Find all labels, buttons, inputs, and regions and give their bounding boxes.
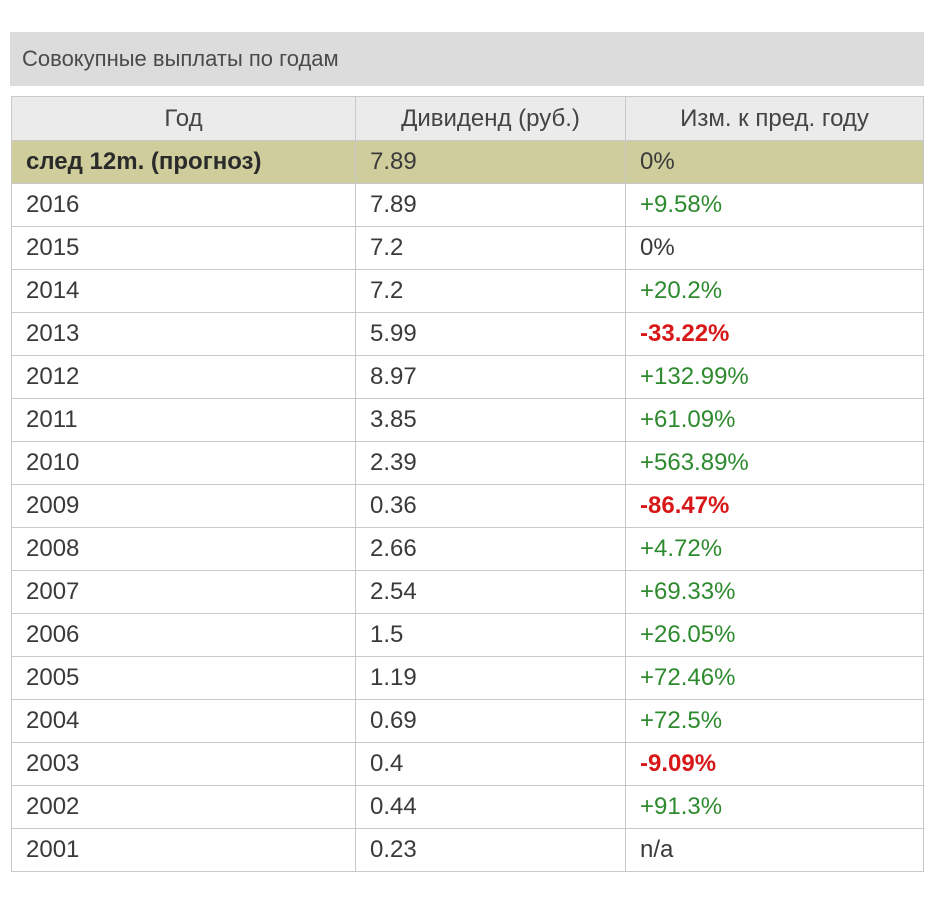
change-cell: n/a — [625, 828, 924, 872]
table-row: 2005 1.19 +72.46% — [11, 656, 924, 700]
spacer — [10, 86, 924, 96]
table-row: 2008 2.66 +4.72% — [11, 527, 924, 571]
table-row: 2012 8.97 +132.99% — [11, 355, 924, 399]
dividend-cell: 2.66 — [355, 527, 626, 571]
dividend-cell: 2.54 — [355, 570, 626, 614]
table-body: след 12m. (прогноз) 7.89 0% 2016 7.89 +9.58% 2… — [11, 140, 924, 872]
table-row: 2001 0.23 n/a — [11, 828, 924, 872]
table-row: 2010 2.39 +563.89% — [11, 441, 924, 485]
dividend-cell: 8.97 — [355, 355, 626, 399]
column-header-year: Год — [11, 96, 356, 141]
change-cell: +72.5% — [625, 699, 924, 743]
dividend-cell: 7.89 — [355, 140, 626, 184]
dividend-cell: 0.36 — [355, 484, 626, 528]
year-cell: 2002 — [11, 785, 356, 829]
dividend-cell: 0.4 — [355, 742, 626, 786]
header-row: Год Дивиденд (руб.) Изм. к пред. году — [11, 96, 924, 141]
change-cell: +69.33% — [625, 570, 924, 614]
change-cell: -86.47% — [625, 484, 924, 528]
change-cell: +91.3% — [625, 785, 924, 829]
panel-title: Совокупные выплаты по годам — [10, 32, 924, 86]
dividend-cell: 0.69 — [355, 699, 626, 743]
dividend-cell: 3.85 — [355, 398, 626, 442]
change-cell: +563.89% — [625, 441, 924, 485]
change-cell: -33.22% — [625, 312, 924, 356]
year-cell: 2008 — [11, 527, 356, 571]
dividend-cell: 1.19 — [355, 656, 626, 700]
change-cell: 0% — [625, 140, 924, 184]
table-row: 2013 5.99 -33.22% — [11, 312, 924, 356]
dividends-panel: Совокупные выплаты по годам Год Дивиденд… — [10, 32, 924, 872]
change-cell: +132.99% — [625, 355, 924, 399]
table-row: 2009 0.36 -86.47% — [11, 484, 924, 528]
year-cell: 2010 — [11, 441, 356, 485]
year-cell: 2007 — [11, 570, 356, 614]
year-cell: 2011 — [11, 398, 356, 442]
table-row: 2011 3.85 +61.09% — [11, 398, 924, 442]
dividends-table: Год Дивиденд (руб.) Изм. к пред. году сл… — [11, 96, 924, 872]
column-header-change: Изм. к пред. году — [625, 96, 924, 141]
column-header-dividend: Дивиденд (руб.) — [355, 96, 626, 141]
dividend-cell: 7.2 — [355, 269, 626, 313]
year-cell: 2003 — [11, 742, 356, 786]
year-cell: 2004 — [11, 699, 356, 743]
year-cell: 2015 — [11, 226, 356, 270]
dividend-cell: 1.5 — [355, 613, 626, 657]
change-cell: +26.05% — [625, 613, 924, 657]
forecast-row: след 12m. (прогноз) 7.89 0% — [11, 140, 924, 184]
dividend-cell: 2.39 — [355, 441, 626, 485]
change-cell: +20.2% — [625, 269, 924, 313]
year-cell: 2013 — [11, 312, 356, 356]
change-cell: +72.46% — [625, 656, 924, 700]
year-cell: 2005 — [11, 656, 356, 700]
dividend-cell: 7.89 — [355, 183, 626, 227]
year-cell: след 12m. (прогноз) — [11, 140, 356, 184]
table-row: 2015 7.2 0% — [11, 226, 924, 270]
table-row: 2014 7.2 +20.2% — [11, 269, 924, 313]
year-cell: 2009 — [11, 484, 356, 528]
year-cell: 2014 — [11, 269, 356, 313]
dividend-cell: 0.44 — [355, 785, 626, 829]
table-row: 2003 0.4 -9.09% — [11, 742, 924, 786]
change-cell: +9.58% — [625, 183, 924, 227]
change-cell: -9.09% — [625, 742, 924, 786]
table-row: 2006 1.5 +26.05% — [11, 613, 924, 657]
dividend-cell: 7.2 — [355, 226, 626, 270]
change-cell: +4.72% — [625, 527, 924, 571]
table-row: 2016 7.89 +9.58% — [11, 183, 924, 227]
change-cell: 0% — [625, 226, 924, 270]
year-cell: 2016 — [11, 183, 356, 227]
dividend-cell: 5.99 — [355, 312, 626, 356]
dividend-cell: 0.23 — [355, 828, 626, 872]
year-cell: 2012 — [11, 355, 356, 399]
table-row: 2002 0.44 +91.3% — [11, 785, 924, 829]
table-row: 2007 2.54 +69.33% — [11, 570, 924, 614]
table-header: Год Дивиденд (руб.) Изм. к пред. году — [11, 96, 924, 141]
change-cell: +61.09% — [625, 398, 924, 442]
year-cell: 2006 — [11, 613, 356, 657]
table-row: 2004 0.69 +72.5% — [11, 699, 924, 743]
year-cell: 2001 — [11, 828, 356, 872]
